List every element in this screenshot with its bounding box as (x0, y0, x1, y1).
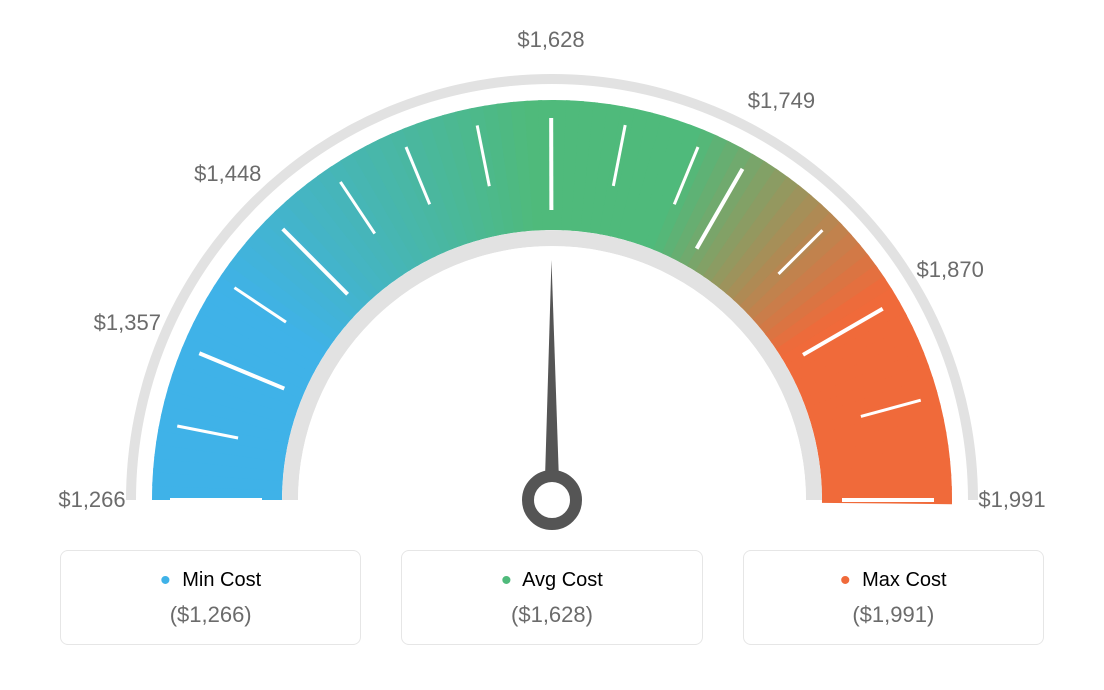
gauge-tick-label: $1,628 (517, 27, 584, 53)
legend-card-max: • Max Cost ($1,991) (743, 550, 1044, 645)
gauge-tick-label: $1,749 (748, 88, 815, 114)
dot-icon: • (840, 564, 851, 597)
legend-card-min: • Min Cost ($1,266) (60, 550, 361, 645)
gauge-chart: $1,266 $1,357 $1,448 $1,628 $1,749 $1,870 $1,9… (0, 0, 1104, 550)
legend-card-avg: • Avg Cost ($1,628) (401, 550, 702, 645)
dot-icon: • (501, 564, 512, 597)
legend-value-avg: ($1,628) (412, 602, 691, 628)
legend-row: • Min Cost ($1,266) • Avg Cost ($1,628) … (0, 550, 1104, 675)
gauge-tick-label: $1,266 (58, 487, 125, 513)
dot-icon: • (160, 564, 171, 597)
legend-title-text: Max Cost (862, 569, 946, 591)
legend-title-text: Min Cost (182, 569, 261, 591)
legend-title-max: • Max Cost (754, 569, 1033, 592)
gauge-tick-label: $1,870 (917, 257, 984, 283)
legend-title-min: • Min Cost (71, 569, 350, 592)
gauge-tick-label: $1,357 (94, 310, 161, 336)
legend-value-max: ($1,991) (754, 602, 1033, 628)
gauge-tick-label: $1,991 (978, 487, 1045, 513)
legend-value-min: ($1,266) (71, 602, 350, 628)
legend-title-text: Avg Cost (522, 569, 603, 591)
gauge-tick-label: $1,448 (194, 161, 261, 187)
legend-title-avg: • Avg Cost (412, 569, 691, 592)
